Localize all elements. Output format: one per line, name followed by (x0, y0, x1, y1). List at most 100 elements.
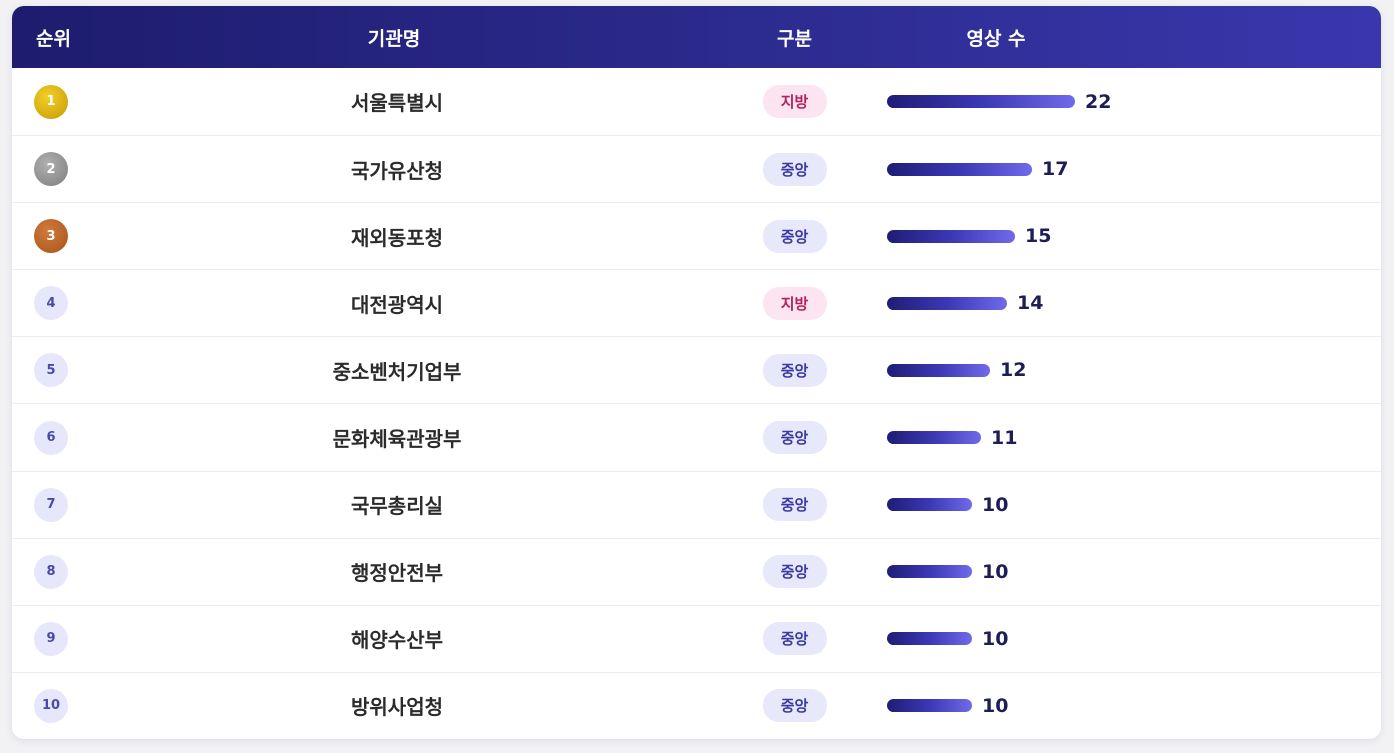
type-cell: 중앙 (702, 152, 887, 186)
org-cell: 서울특별시 (92, 87, 702, 116)
type-cell: 중앙 (702, 219, 887, 253)
count-value: 11 (991, 426, 1018, 449)
count-value: 22 (1085, 90, 1112, 113)
type-badge: 중앙 (762, 555, 827, 589)
count-cell: 10 (887, 695, 1381, 717)
count-bar (887, 431, 981, 445)
type-badge: 중앙 (762, 353, 827, 387)
count-bar (887, 95, 1075, 109)
type-cell: 중앙 (702, 689, 887, 723)
type-badge: 중앙 (762, 421, 827, 455)
count-cell: 12 (887, 359, 1381, 381)
ranking-table: 순위 기관명 구분 영상 수 1 서울특별시 지방 22 2 국가유산청 중앙 17 3 재외동포… (12, 6, 1381, 739)
table-body: 1 서울특별시 지방 22 2 국가유산청 중앙 17 3 재외동포청 중앙 15 4 대전광역시 지방 14… (12, 68, 1381, 739)
rank-cell: 5 (12, 353, 92, 388)
table-row[interactable]: 5 중소벤처기업부 중앙 12 (12, 336, 1381, 403)
type-badge: 중앙 (762, 488, 827, 522)
rank-badge: 8 (34, 554, 68, 589)
type-cell: 중앙 (702, 555, 887, 589)
count-cell: 11 (887, 427, 1381, 449)
type-cell: 중앙 (702, 488, 887, 522)
header-org: 기관명 (367, 27, 421, 50)
count-cell: 10 (887, 628, 1381, 650)
type-cell: 중앙 (702, 622, 887, 656)
org-name: 대전광역시 (351, 292, 443, 317)
count-value: 15 (1025, 225, 1052, 248)
count-bar (887, 498, 972, 512)
org-name: 국가유산청 (351, 158, 443, 183)
rank-badge: 5 (34, 353, 68, 388)
table-row[interactable]: 7 국무총리실 중앙 10 (12, 470, 1381, 538)
count-cell: 17 (887, 158, 1381, 180)
count-value: 17 (1042, 158, 1069, 181)
org-cell: 대전광역시 (92, 289, 702, 318)
type-badge: 중앙 (762, 219, 827, 253)
org-cell: 문화체육관광부 (92, 423, 702, 452)
rank-cell: 7 (12, 487, 92, 522)
bronze-medal-badge: 3 (34, 219, 68, 254)
header-type: 구분 (777, 27, 812, 50)
count-value: 10 (982, 493, 1009, 516)
org-name: 문화체육관광부 (332, 427, 462, 452)
header-count: 영상 수 (966, 27, 1026, 50)
table-row[interactable]: 6 문화체육관광부 중앙 11 (12, 403, 1381, 470)
org-cell: 중소벤처기업부 (92, 356, 702, 385)
type-cell: 지방 (702, 286, 887, 320)
table-row[interactable]: 10 방위사업청 중앙 10 (12, 671, 1381, 739)
count-bar (887, 162, 1032, 176)
table-header: 순위 기관명 구분 영상 수 (12, 6, 1381, 68)
rank-badge: 10 (34, 688, 68, 723)
count-value: 10 (982, 560, 1009, 583)
count-bar (887, 229, 1015, 243)
org-cell: 방위사업청 (92, 691, 702, 720)
rank-cell: 10 (12, 688, 92, 723)
count-bar (887, 565, 972, 579)
rank-badge: 4 (34, 286, 68, 321)
count-cell: 22 (887, 91, 1381, 113)
table-row[interactable]: 2 국가유산청 중앙 17 (12, 135, 1381, 202)
org-name: 재외동포청 (351, 225, 443, 250)
rank-badge: 9 (34, 621, 68, 656)
org-cell: 국가유산청 (92, 155, 702, 184)
count-value: 10 (982, 694, 1009, 717)
rank-cell: 2 (12, 152, 92, 187)
type-cell: 중앙 (702, 353, 887, 387)
count-cell: 10 (887, 561, 1381, 583)
type-badge: 중앙 (762, 689, 827, 723)
org-name: 국무총리실 (351, 494, 443, 519)
table-row[interactable]: 3 재외동포청 중앙 15 (12, 202, 1381, 269)
table-row[interactable]: 9 해양수산부 중앙 10 (12, 604, 1381, 672)
rank-badge: 6 (34, 420, 68, 455)
count-cell: 15 (887, 225, 1381, 247)
org-name: 방위사업청 (351, 695, 443, 720)
type-badge: 지방 (762, 286, 827, 320)
org-name: 중소벤처기업부 (332, 359, 462, 384)
count-value: 12 (1000, 359, 1027, 382)
type-badge: 중앙 (762, 152, 827, 186)
rank-cell: 4 (12, 286, 92, 321)
table-row[interactable]: 4 대전광역시 지방 14 (12, 269, 1381, 336)
count-bar (887, 296, 1007, 310)
rank-badge: 7 (34, 487, 68, 522)
count-bar (887, 699, 972, 713)
type-badge: 중앙 (762, 622, 827, 656)
org-name: 서울특별시 (351, 91, 443, 116)
count-value: 10 (982, 627, 1009, 650)
rank-cell: 6 (12, 420, 92, 455)
table-row[interactable]: 1 서울특별시 지방 22 (12, 68, 1381, 135)
rank-cell: 1 (12, 84, 92, 119)
type-badge: 지방 (762, 85, 827, 119)
type-cell: 지방 (702, 85, 887, 119)
silver-medal-badge: 2 (34, 152, 68, 187)
count-cell: 14 (887, 292, 1381, 314)
count-value: 14 (1017, 292, 1044, 315)
rank-cell: 9 (12, 621, 92, 656)
org-name: 해양수산부 (351, 628, 443, 653)
table-row[interactable]: 8 행정안전부 중앙 10 (12, 537, 1381, 605)
org-cell: 국무총리실 (92, 490, 702, 519)
gold-medal-badge: 1 (34, 84, 68, 119)
org-name: 행정안전부 (351, 561, 443, 586)
count-bar (887, 363, 990, 377)
rank-cell: 8 (12, 554, 92, 589)
org-cell: 해양수산부 (92, 624, 702, 653)
